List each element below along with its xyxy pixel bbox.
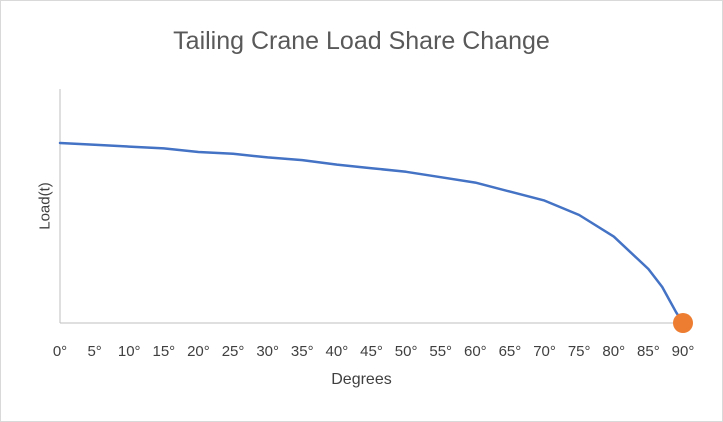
x-tick-label: 15° — [152, 343, 175, 360]
x-tick-label: 55° — [429, 343, 452, 360]
marker-group — [673, 313, 693, 333]
x-tick-label: 10° — [118, 343, 141, 360]
x-tick-label: 45° — [360, 343, 383, 360]
x-tick-label: 90° — [672, 343, 695, 360]
x-tick-label: 35° — [291, 343, 314, 360]
x-tick-label: 5° — [87, 343, 101, 360]
x-tick-label: 75° — [568, 343, 591, 360]
x-tick-labels: 0° 5° 10° 15° 20° 25° 30° 35° 40° 45° 50° 55° 60° 65°… — [53, 343, 695, 360]
x-tick-label: 65° — [499, 343, 522, 360]
x-tick-label: 40° — [326, 343, 349, 360]
x-axis-label: Degrees — [331, 371, 392, 388]
series-line — [58, 141, 685, 325]
x-tick-label: 80° — [602, 343, 625, 360]
x-tick-label: 70° — [533, 343, 556, 360]
x-tick-label: 50° — [395, 343, 418, 360]
highlight-point — [673, 313, 693, 333]
x-tick-label: 85° — [637, 343, 660, 360]
x-tick-label: 0° — [53, 343, 67, 360]
chart-title: Tailing Crane Load Share Change — [173, 27, 550, 55]
x-tick-label: 60° — [464, 343, 487, 360]
x-tick-label: 20° — [187, 343, 210, 360]
x-tick-label: 30° — [256, 343, 279, 360]
axes-group — [59, 89, 685, 324]
series-group — [58, 141, 685, 325]
x-tick-label: 25° — [222, 343, 245, 360]
